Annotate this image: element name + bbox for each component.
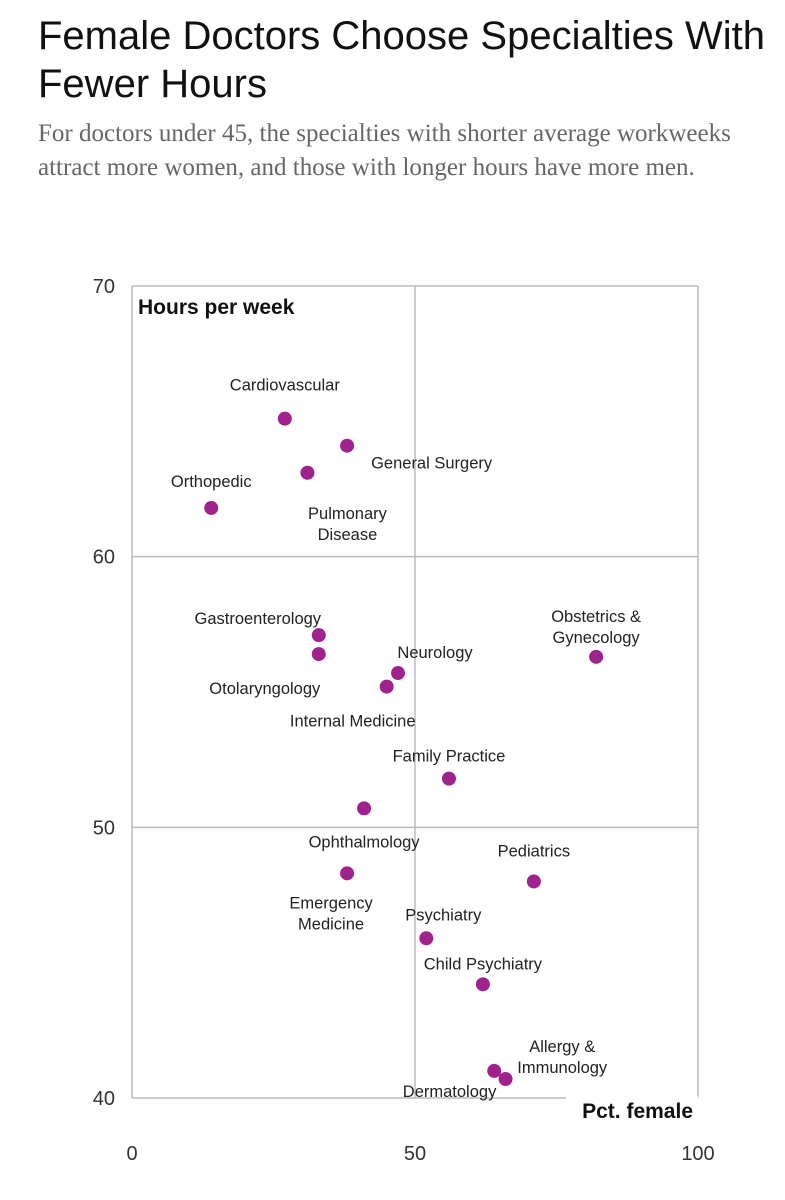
y-tick-label-50: 50 (93, 817, 115, 839)
point-general-surgery (340, 438, 355, 453)
point-obstetrics-gynecology (589, 649, 604, 664)
point-label-pulmonary-disease: Pulmonary Disease (308, 505, 388, 544)
point-gastroenterology (311, 628, 326, 643)
point-label-family-practice: Family Practice (393, 748, 506, 766)
point-otolaryngology (311, 647, 326, 662)
point-ophthalmology (357, 801, 372, 816)
x-axis-label: Pct. female (582, 1100, 693, 1123)
point-label-general-surgery: General Surgery (371, 455, 493, 473)
x-tick-label-0: 0 (126, 1143, 137, 1165)
point-label-obstetrics-gynecology: Obstetrics & Gynecology (551, 608, 641, 647)
point-dermatology (498, 1072, 513, 1087)
y-axis-label: Hours per week (138, 296, 295, 319)
chart-subtitle: For doctors under 45, the specialties wi… (38, 120, 731, 181)
point-label-pediatrics: Pediatrics (498, 842, 570, 860)
x-tick-label-50: 50 (404, 1143, 426, 1165)
point-label-gastroenterology: Gastroenterology (194, 610, 321, 628)
y-tick-label-40: 40 (93, 1088, 115, 1110)
y-tick-label-60: 60 (93, 547, 115, 569)
point-orthopedic (204, 500, 219, 515)
point-pulmonary-disease (300, 465, 315, 480)
point-internal-medicine (379, 679, 394, 694)
point-label-allergy-immunology: Allergy & Immunology (517, 1038, 608, 1077)
point-label-emergency-medicine: Emergency Medicine (289, 894, 373, 933)
point-cardiovascular (277, 411, 292, 426)
point-label-orthopedic: Orthopedic (171, 473, 252, 491)
point-label-internal-medicine: Internal Medicine (290, 713, 416, 731)
point-label-otolaryngology: Otolaryngology (209, 680, 321, 698)
point-label-neurology: Neurology (397, 644, 473, 662)
point-allergy-immunology (487, 1063, 502, 1078)
x-axis-label-bg (566, 1096, 698, 1122)
point-emergency-medicine (340, 866, 355, 881)
chart-title: Female Doctors Choose Specialties With F… (38, 14, 765, 106)
x-tick-label-100: 100 (681, 1143, 714, 1165)
point-family-practice (441, 771, 456, 786)
point-pediatrics (526, 874, 541, 889)
point-label-dermatology: Dermatology (403, 1083, 497, 1101)
y-axis-label-bg (135, 291, 315, 323)
point-label-ophthalmology: Ophthalmology (309, 833, 421, 851)
y-tick-label-70: 70 (93, 276, 115, 298)
point-label-psychiatry: Psychiatry (405, 906, 482, 924)
point-label-cardiovascular: Cardiovascular (230, 377, 341, 395)
point-psychiatry (419, 931, 434, 946)
point-child-psychiatry (475, 977, 490, 992)
point-label-child-psychiatry: Child Psychiatry (424, 955, 543, 973)
point-neurology (391, 666, 406, 681)
